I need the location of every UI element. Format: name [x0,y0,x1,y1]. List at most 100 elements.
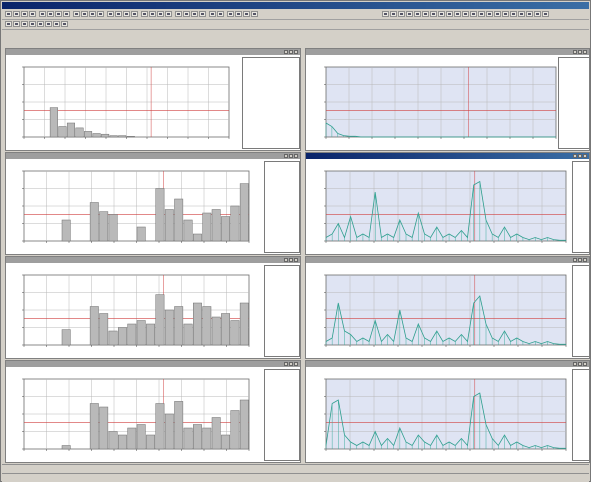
chart-window-right-4[interactable] [305,360,590,463]
toolbar-button[interactable] [438,11,445,17]
toolbar-button[interactable] [165,11,172,17]
toolbar-button[interactable] [209,11,216,17]
toolbar-button[interactable] [115,11,122,17]
close-icon[interactable] [294,362,298,366]
minimize-icon[interactable] [284,154,288,158]
toolbar-button[interactable] [63,11,70,17]
close-icon[interactable] [294,258,298,262]
chart-window-right-3[interactable] [305,256,590,359]
chart-window-left-4[interactable] [5,360,301,463]
toolbar-button[interactable] [486,11,493,17]
toolbar-button[interactable] [149,11,156,17]
maximize-icon[interactable] [578,362,582,366]
maximize-icon[interactable] [289,362,293,366]
chart-window-title-bar[interactable] [6,361,300,367]
minimize-icon[interactable] [573,258,577,262]
close-icon[interactable] [294,50,298,54]
toolbar-button[interactable] [13,11,20,17]
toolbar-button[interactable] [382,11,389,17]
chart-window-right-1[interactable] [305,48,590,151]
toolbar-button[interactable] [235,11,242,17]
toolbar-button[interactable] [157,11,164,17]
chart-window-title-bar[interactable] [6,153,300,159]
toolbar-button[interactable] [45,21,52,27]
toolbar-button[interactable] [199,11,206,17]
toolbar-button[interactable] [183,11,190,17]
toolbar-button[interactable] [5,11,12,17]
toolbar-button[interactable] [406,11,413,17]
chart-window-title-bar[interactable] [6,49,300,55]
toolbar-button[interactable] [21,21,28,27]
toolbar-button[interactable] [251,11,258,17]
toolbar-button[interactable] [13,21,20,27]
toolbar-button[interactable] [518,11,525,17]
minimize-icon[interactable] [573,362,577,366]
toolbar-button[interactable] [494,11,501,17]
toolbar-button[interactable] [175,11,182,17]
close-icon[interactable] [583,258,587,262]
toolbar-button[interactable] [53,21,60,27]
chart-window-title-bar[interactable] [6,257,300,263]
chart-window-title-bar[interactable] [306,257,589,263]
toolbar-button[interactable] [191,11,198,17]
minimize-icon[interactable] [284,50,288,54]
toolbar-button[interactable] [398,11,405,17]
chart-window-left-2[interactable] [5,152,301,255]
chart-window-right-2[interactable] [305,152,590,255]
maximize-icon[interactable] [578,50,582,54]
toolbar-button[interactable] [29,11,36,17]
toolbar-button[interactable] [81,11,88,17]
toolbar-button[interactable] [534,11,541,17]
histogram-bar [193,302,202,346]
chart-window-left-1[interactable] [5,48,301,151]
toolbar-button[interactable] [131,11,138,17]
maximize-icon[interactable] [578,258,582,262]
maximize-icon[interactable] [289,258,293,262]
toolbar-button[interactable] [446,11,453,17]
toolbar-button[interactable] [37,21,44,27]
toolbar-button[interactable] [502,11,509,17]
toolbar-button[interactable] [29,21,36,27]
toolbar-button[interactable] [227,11,234,17]
close-icon[interactable] [583,154,587,158]
toolbar-button[interactable] [21,11,28,17]
toolbar-button[interactable] [55,11,62,17]
close-icon[interactable] [294,154,298,158]
toolbar-button[interactable] [470,11,477,17]
minimize-icon[interactable] [284,362,288,366]
close-icon[interactable] [583,362,587,366]
toolbar-button[interactable] [123,11,130,17]
toolbar-button[interactable] [243,11,250,17]
toolbar-button[interactable] [462,11,469,17]
toolbar-button[interactable] [217,11,224,17]
toolbar-button[interactable] [526,11,533,17]
toolbar-button[interactable] [430,11,437,17]
maximize-icon[interactable] [289,154,293,158]
minimize-icon[interactable] [573,154,577,158]
maximize-icon[interactable] [578,154,582,158]
chart-window-title-bar[interactable] [306,153,589,159]
toolbar-button[interactable] [47,11,54,17]
toolbar-button[interactable] [73,11,80,17]
toolbar-button[interactable] [141,11,148,17]
minimize-icon[interactable] [573,50,577,54]
toolbar-button[interactable] [39,11,46,17]
toolbar-button[interactable] [97,11,104,17]
chart-window-title-bar[interactable] [306,361,589,367]
maximize-icon[interactable] [289,50,293,54]
toolbar-button[interactable] [478,11,485,17]
toolbar-button[interactable] [107,11,114,17]
close-icon[interactable] [583,50,587,54]
toolbar-button[interactable] [542,11,549,17]
toolbar-button[interactable] [422,11,429,17]
toolbar-button[interactable] [61,21,68,27]
toolbar-button[interactable] [390,11,397,17]
minimize-icon[interactable] [284,258,288,262]
toolbar-button[interactable] [510,11,517,17]
chart-window-title-bar[interactable] [306,49,589,55]
chart-window-left-3[interactable] [5,256,301,359]
toolbar-button[interactable] [454,11,461,17]
toolbar-button[interactable] [5,21,12,27]
toolbar-button[interactable] [89,11,96,17]
toolbar-button[interactable] [414,11,421,17]
